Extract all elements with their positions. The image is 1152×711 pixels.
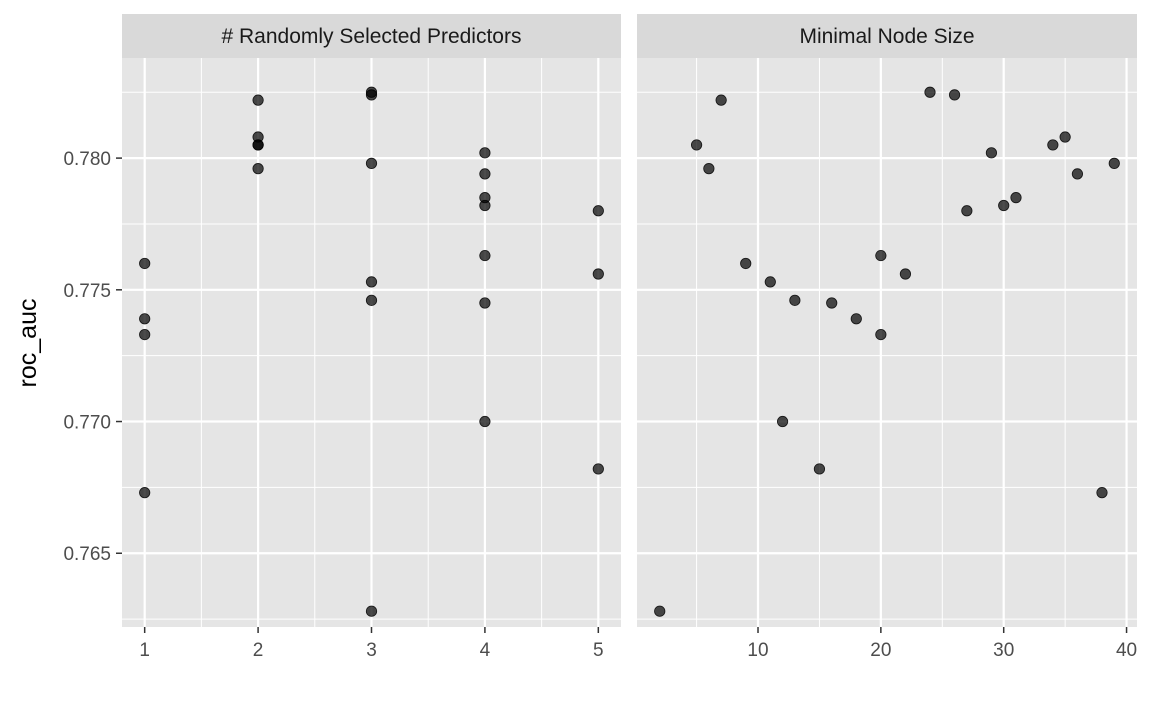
x-tick-label: 10 [747,640,768,661]
facet-strip-title: # Randomly Selected Predictors [222,25,522,48]
facet-panel-2: Minimal Node Size 10 20 30 40 [637,14,1137,661]
data-point [1071,168,1084,180]
facets-layer: # Randomly Selected Predictors 1 2 3 4 5 Minim… [63,14,1137,661]
panel-background [637,58,1137,627]
y-tick-label: 0.770 [63,413,111,434]
data-point [875,249,887,262]
data-point [850,313,862,325]
data-point [789,294,801,306]
data-point [252,94,264,106]
data-point [365,294,378,306]
data-point [365,605,378,617]
data-point [479,168,491,180]
data-point [875,328,887,341]
x-tick-label: 1 [139,640,150,661]
data-point [654,605,666,617]
x-tick-label: 2 [253,640,264,661]
data-point [776,415,789,428]
data-point [139,328,151,341]
data-point [961,205,973,217]
data-point [139,313,151,325]
x-tick-label: 40 [1116,640,1137,661]
data-point [899,268,912,280]
data-point [479,199,491,212]
data-point [365,157,378,169]
data-point [252,163,264,175]
data-point [1010,192,1022,204]
facet-panel-1: # Randomly Selected Predictors 1 2 3 4 5 [122,14,621,661]
x-tick-label: 4 [480,640,491,661]
data-point [139,257,151,270]
y-tick-label: 0.780 [63,149,111,170]
x-tick-label: 5 [593,640,604,661]
x-tick-label: 3 [366,640,377,661]
data-point [703,163,715,175]
data-point [715,94,727,106]
data-point [479,415,491,428]
y-tick-label: 0.775 [63,281,111,302]
data-point [740,257,752,270]
data-point [764,276,776,288]
data-point [139,487,151,499]
facet-strip-title: Minimal Node Size [799,25,974,48]
data-point [985,147,998,159]
data-point [690,139,703,151]
data-point [998,199,1010,212]
data-point [479,249,491,262]
facet-strip [637,14,1137,58]
data-point [479,297,491,309]
facet-strip [122,14,621,58]
data-point [924,86,936,98]
data-point [592,268,604,280]
data-point [479,147,491,159]
data-point [592,205,604,217]
data-point [252,139,264,151]
y-tick-label: 0.765 [63,544,111,565]
data-point [826,297,838,309]
y-axis-title: roc_auc [14,299,42,388]
data-point [1059,131,1071,143]
data-point [1096,487,1108,499]
data-point [365,89,378,101]
data-point [1047,139,1059,151]
data-point [1108,157,1120,169]
data-point [365,276,378,288]
data-point [813,463,826,475]
x-tick-label: 30 [993,640,1014,661]
data-point [948,89,961,101]
x-tick-label: 20 [870,640,891,661]
data-point [592,463,604,475]
